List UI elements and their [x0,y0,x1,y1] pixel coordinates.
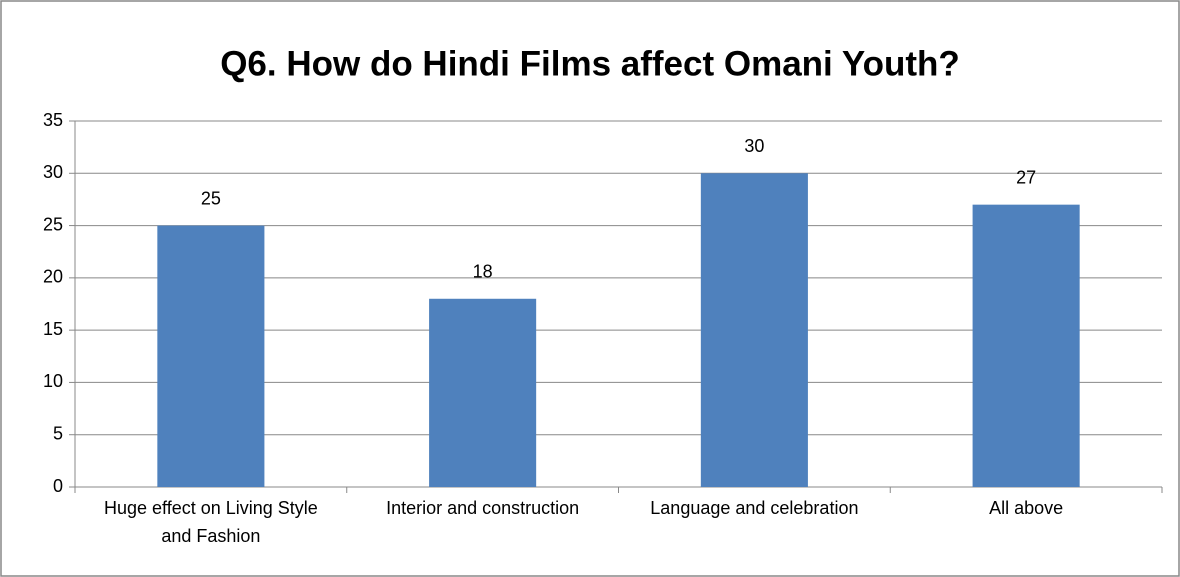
bar [157,225,265,488]
y-tick-label: 30 [43,162,63,182]
x-tick-label: Huge effect on Living Style and Fashion [103,498,318,546]
x-tick-label: Language and celebration [650,498,859,518]
data-label: 25 [201,188,221,208]
bar [429,298,537,487]
y-tick-label: 25 [43,214,63,234]
y-tick-label: 20 [43,267,63,287]
data-label: 30 [744,136,764,156]
chart-title: Q6. How do Hindi Films affect Omani Yout… [220,44,960,83]
y-tick-label: 15 [43,319,63,339]
y-tick-label: 35 [43,110,63,130]
data-label: 27 [1016,167,1036,187]
bar [972,204,1080,487]
data-label: 18 [473,262,493,282]
y-tick-label: 0 [53,476,63,496]
x-tick-label: Interior and construction [386,498,580,518]
y-tick-label: 5 [53,423,63,443]
y-tick-label: 10 [43,371,63,391]
bar [700,173,808,488]
x-tick-label: All above [989,498,1064,518]
